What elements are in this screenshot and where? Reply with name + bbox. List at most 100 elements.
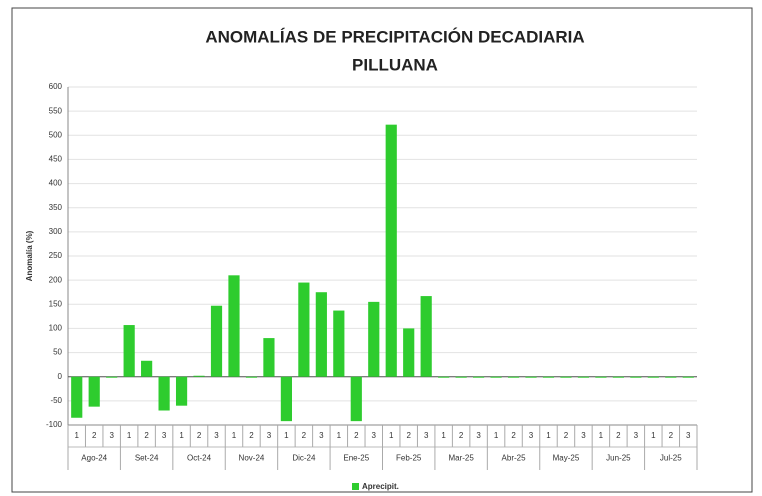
- x-tick-label: 1: [494, 431, 499, 440]
- x-tick-label: 3: [686, 431, 691, 440]
- bar: [141, 360, 153, 377]
- bar: [647, 376, 659, 378]
- x-tick-label: 2: [616, 431, 621, 440]
- chart-subtitle: PILLUANA: [352, 55, 438, 74]
- x-tick-label: 2: [669, 431, 674, 440]
- y-tick-label: 350: [49, 203, 63, 212]
- bar: [333, 310, 345, 377]
- bar: [455, 376, 467, 378]
- x-tick-label: 3: [162, 431, 167, 440]
- chart-title: ANOMALÍAS DE PRECIPITACIÓN DECADIARIA: [205, 27, 584, 46]
- y-tick-label: 550: [49, 106, 63, 115]
- x-tick-label: 1: [599, 431, 604, 440]
- bar: [577, 376, 590, 378]
- bar: [490, 376, 502, 378]
- x-tick-label: 1: [127, 431, 132, 440]
- bar: [665, 376, 677, 378]
- x-tick-label: 3: [529, 431, 534, 440]
- x-tick-label: 3: [214, 431, 219, 440]
- y-tick-label: 150: [49, 299, 63, 308]
- x-tick-label: 3: [476, 431, 481, 440]
- x-tick-label: 2: [459, 431, 464, 440]
- y-tick-label: 250: [49, 251, 63, 260]
- x-tick-label: 2: [92, 431, 97, 440]
- y-tick-label: -100: [46, 420, 63, 429]
- x-tick-label: 3: [424, 431, 429, 440]
- y-tick-label: 500: [49, 130, 63, 139]
- group-label: Dic-24: [292, 454, 316, 463]
- x-tick-label: 1: [337, 431, 342, 440]
- y-tick-label: 300: [49, 227, 63, 236]
- bar: [420, 296, 432, 377]
- chart-border: [11, 7, 753, 493]
- group-label: Mar-25: [448, 454, 474, 463]
- y-tick-label: 600: [49, 82, 63, 91]
- x-tick-label: 2: [354, 431, 359, 440]
- bar: [525, 376, 537, 378]
- group-label: Abr-25: [502, 454, 527, 463]
- bar: [315, 292, 327, 377]
- legend-label: Aprecipit.: [362, 482, 399, 491]
- bar: [542, 376, 555, 378]
- bar: [88, 376, 100, 407]
- x-tick-label: 3: [109, 431, 114, 440]
- y-tick-label: 100: [49, 324, 63, 333]
- bar: [612, 376, 624, 378]
- x-tick-label: 1: [389, 431, 394, 440]
- x-tick-label: 1: [546, 431, 551, 440]
- bar: [280, 376, 292, 422]
- y-tick-label: 200: [49, 275, 63, 284]
- bar: [175, 376, 188, 406]
- y-axis-label: Anomalía (%): [25, 230, 34, 281]
- bar: [630, 376, 642, 378]
- x-tick-label: 2: [406, 431, 411, 440]
- bar: [106, 376, 118, 378]
- bar: [228, 275, 240, 377]
- bar: [245, 376, 258, 378]
- y-tick-label: -50: [50, 396, 62, 405]
- bar: [507, 376, 520, 378]
- group-label: Jun-25: [606, 454, 631, 463]
- group-label: Ago-24: [81, 454, 107, 463]
- bar: [385, 124, 397, 377]
- bar: [403, 328, 415, 377]
- legend-swatch: [352, 483, 359, 490]
- x-tick-label: 2: [511, 431, 516, 440]
- bar: [71, 376, 83, 418]
- bar: [368, 301, 380, 377]
- x-tick-label: 2: [197, 431, 202, 440]
- x-tick-label: 2: [249, 431, 254, 440]
- bar: [158, 376, 170, 411]
- y-tick-label: 50: [53, 348, 62, 357]
- bar: [123, 325, 135, 377]
- bar: [438, 376, 450, 378]
- group-label: Ene-25: [343, 454, 369, 463]
- bar: [560, 376, 572, 378]
- y-tick-label: 400: [49, 179, 63, 188]
- x-tick-label: 2: [564, 431, 569, 440]
- x-tick-label: 1: [232, 431, 237, 440]
- bar: [473, 376, 485, 378]
- y-tick-label: 0: [58, 372, 63, 381]
- x-tick-label: 3: [267, 431, 272, 440]
- y-tick-label: 450: [49, 155, 63, 164]
- x-tick-label: 3: [581, 431, 586, 440]
- x-tick-label: 1: [75, 431, 80, 440]
- bar: [595, 376, 607, 378]
- group-label: Set-24: [135, 454, 159, 463]
- x-tick-label: 2: [144, 431, 149, 440]
- group-label: Nov-24: [239, 454, 265, 463]
- group-label: Jul-25: [660, 454, 682, 463]
- x-tick-label: 2: [302, 431, 307, 440]
- x-tick-label: 1: [651, 431, 656, 440]
- x-tick-label: 1: [441, 431, 446, 440]
- bar: [350, 376, 362, 422]
- bar: [193, 375, 205, 377]
- bar: [263, 338, 275, 377]
- x-tick-label: 3: [372, 431, 377, 440]
- group-label: Oct-24: [187, 454, 212, 463]
- x-tick-label: 3: [319, 431, 324, 440]
- x-tick-label: 1: [284, 431, 289, 440]
- group-label: Feb-25: [396, 454, 422, 463]
